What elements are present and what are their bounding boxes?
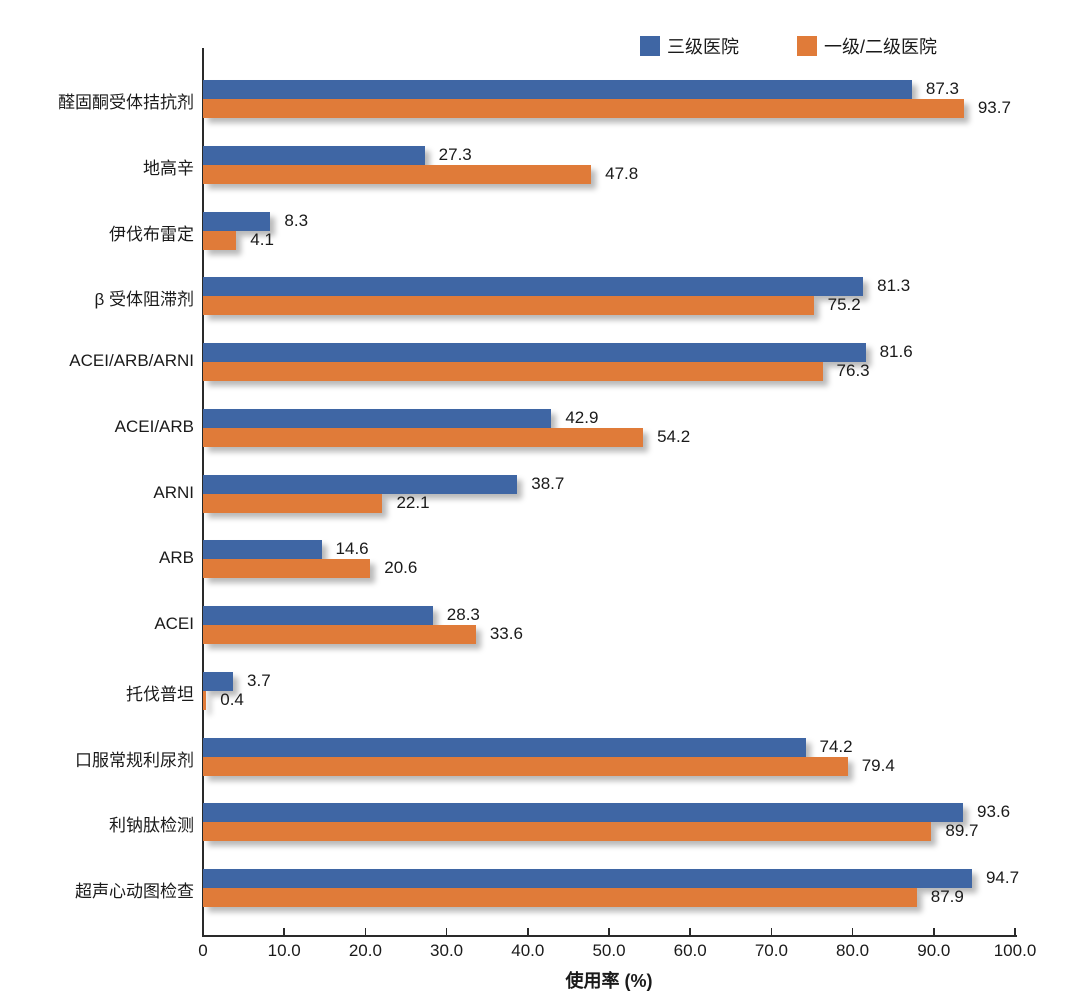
value-label: 22.1 xyxy=(396,492,430,512)
bar-tertiary-hospital xyxy=(203,606,433,625)
bar-primary-secondary-hospital xyxy=(203,888,917,907)
value-label: 8.3 xyxy=(284,210,309,230)
bar-tertiary-hospital xyxy=(203,474,518,494)
bar-tertiary-hospital xyxy=(203,211,271,231)
x-tick-label: 90.0 xyxy=(917,941,951,960)
legend-label: 一级/二级医院 xyxy=(824,37,938,57)
x-tick-label: 0 xyxy=(198,941,208,960)
bar-primary-secondary-hospital xyxy=(203,362,823,381)
value-label: 47.8 xyxy=(605,163,639,183)
x-tick xyxy=(364,928,367,936)
value-label: 27.3 xyxy=(438,144,472,164)
value-label: 54.2 xyxy=(657,426,691,446)
x-tick xyxy=(283,928,285,936)
value-label: 38.7 xyxy=(531,473,565,493)
x-tick-label: 40.0 xyxy=(511,941,545,960)
x-tick xyxy=(608,928,610,936)
category-label: 地高辛 xyxy=(143,158,194,178)
value-label: 74.2 xyxy=(819,736,853,756)
x-axis-line xyxy=(202,935,1017,937)
value-label: 87.3 xyxy=(925,79,959,98)
bar-tertiary-hospital xyxy=(203,869,972,888)
value-label: 0.4 xyxy=(220,689,244,709)
value-label: 89.7 xyxy=(945,821,979,841)
value-label: 94.7 xyxy=(985,868,1020,887)
bar-primary-secondary-hospital xyxy=(203,230,237,250)
bar-primary-secondary-hospital xyxy=(203,99,964,118)
x-tick-label: 50.0 xyxy=(592,941,626,960)
bar-tertiary-hospital xyxy=(203,408,552,428)
x-tick-label: 20.0 xyxy=(348,941,382,960)
category-label: ARB xyxy=(159,548,194,568)
category-label: 醛固酮受体拮抗剂 xyxy=(58,93,194,112)
value-label: 14.6 xyxy=(335,539,369,559)
bar-tertiary-hospital xyxy=(203,277,864,297)
x-axis-title: 使用率 (%) xyxy=(565,971,653,991)
x-tick xyxy=(851,928,854,936)
bar-tertiary-hospital xyxy=(203,343,866,362)
value-label: 76.3 xyxy=(836,361,870,380)
bar-primary-secondary-hospital xyxy=(203,625,476,644)
bar-primary-secondary-hospital xyxy=(203,296,814,316)
x-tick xyxy=(445,928,448,936)
x-tick-label: 10.0 xyxy=(267,941,301,960)
value-label: 20.6 xyxy=(384,558,418,578)
x-tick-label: 60.0 xyxy=(673,941,707,960)
x-tick-label: 100.0 xyxy=(993,941,1037,960)
value-label: 4.1 xyxy=(250,229,274,249)
value-label: 87.9 xyxy=(930,887,964,906)
category-label: 口服常规利尿剂 xyxy=(75,750,194,770)
value-label: 33.6 xyxy=(489,624,523,643)
x-tick xyxy=(933,928,935,936)
bar-tertiary-hospital xyxy=(203,737,806,757)
legend-label: 三级医院 xyxy=(667,37,739,57)
x-tick xyxy=(689,928,691,936)
value-label: 3.7 xyxy=(247,670,271,690)
value-label: 81.6 xyxy=(879,342,913,361)
category-label: ACEI xyxy=(154,614,194,633)
bar-primary-secondary-hospital xyxy=(203,164,592,184)
bar-primary-secondary-hospital xyxy=(203,559,371,579)
legend: 三级医院 一级/二级医院 xyxy=(640,33,995,59)
value-label: 42.9 xyxy=(565,407,599,427)
x-tick-label: 70.0 xyxy=(754,941,788,960)
legend-swatch-orange xyxy=(797,36,817,56)
category-label: ACEI/ARB xyxy=(114,416,194,436)
value-label: 81.3 xyxy=(877,276,911,296)
bar-primary-secondary-hospital xyxy=(203,756,848,776)
x-tick xyxy=(1014,928,1016,936)
value-label: 93.7 xyxy=(977,98,1011,117)
bar-tertiary-hospital xyxy=(203,671,234,691)
bar-tertiary-hospital xyxy=(203,145,425,165)
bar-primary-secondary-hospital xyxy=(203,493,383,513)
category-label: 利钠肽检测 xyxy=(109,816,194,836)
category-label: 伊伐布雷定 xyxy=(109,224,194,244)
bar-tertiary-hospital xyxy=(203,803,964,823)
value-label: 93.6 xyxy=(977,802,1011,822)
category-label: ACEI/ARB/ARNI xyxy=(69,351,194,370)
x-tick xyxy=(527,928,529,936)
x-tick xyxy=(202,928,204,936)
bar-tertiary-hospital xyxy=(203,80,912,99)
bar-primary-secondary-hospital xyxy=(203,822,932,842)
category-label: ARNI xyxy=(153,482,194,502)
legend-swatch-blue xyxy=(640,36,660,56)
category-label: β 受体阻滞剂 xyxy=(94,290,194,310)
value-label: 75.2 xyxy=(827,295,861,315)
value-label: 79.4 xyxy=(861,755,895,775)
bar-tertiary-hospital xyxy=(203,540,322,560)
x-tick-label: 30.0 xyxy=(430,941,464,960)
value-label: 28.3 xyxy=(446,605,480,624)
x-tick-label: 80.0 xyxy=(836,941,870,960)
x-tick xyxy=(770,928,773,936)
legend-item-primary-secondary-hospital: 一级/二级医院 xyxy=(797,33,937,59)
bar-primary-secondary-hospital xyxy=(203,427,644,447)
legend-item-tertiary-hospital: 三级医院 xyxy=(640,33,739,59)
category-label: 托伐普坦 xyxy=(126,684,194,704)
category-label: 超声心动图检查 xyxy=(75,882,194,901)
bar-primary-secondary-hospital xyxy=(203,690,207,710)
